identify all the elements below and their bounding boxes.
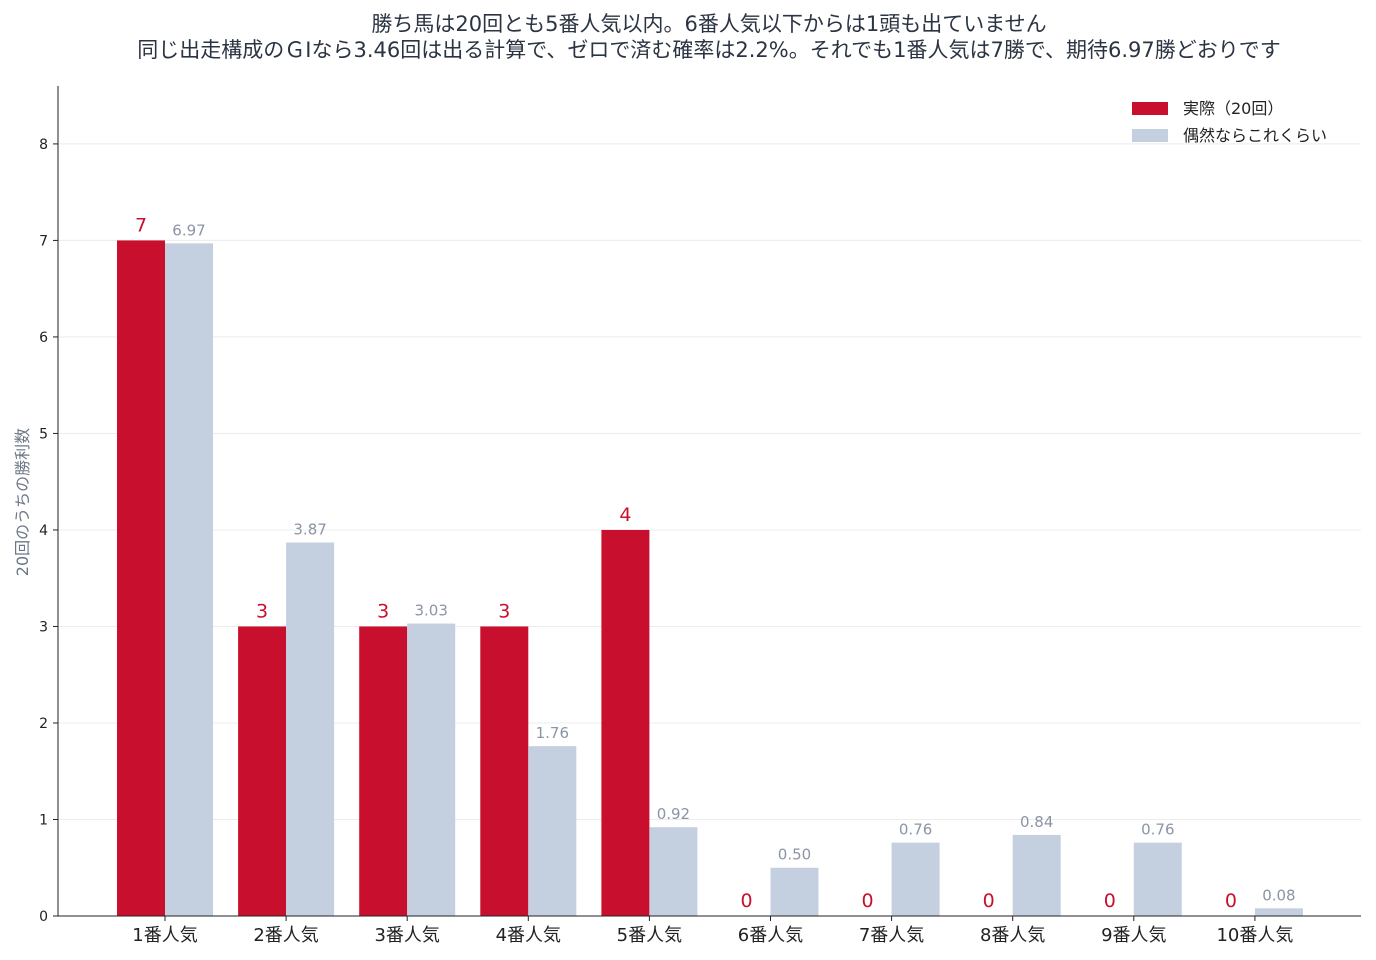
data-label-expected-9: 0.76: [1141, 821, 1174, 839]
data-label-actual-7: 0: [862, 890, 874, 912]
x-tick-label-5: 5番人気: [617, 925, 682, 946]
y-tick-label-2: 2: [39, 716, 48, 732]
data-label-expected-5: 0.92: [657, 805, 690, 823]
bar-actual-2: [238, 626, 287, 916]
data-label-actual-2: 3: [256, 600, 268, 622]
bars: [117, 240, 1303, 917]
bar-labels: 7 6.97 3 3.87 3 3.03 3 1.76 4 0.92 0 0.50 0 0.76 0 0.84…: [135, 214, 1296, 912]
x-tick-label-3: 3番人気: [374, 925, 439, 946]
data-label-expected-4: 1.76: [536, 724, 569, 742]
bar-expected-7: [891, 842, 940, 916]
data-label-actual-5: 4: [619, 504, 631, 526]
bar-expected-2: [286, 542, 335, 916]
data-label-expected-10: 0.08: [1262, 886, 1295, 904]
y-tick-label-8: 8: [39, 137, 48, 153]
data-label-actual-1: 7: [135, 214, 147, 236]
x-tick-label-7: 7番人気: [859, 925, 924, 946]
x-tick-label-9: 9番人気: [1101, 925, 1166, 946]
data-label-expected-7: 0.76: [899, 821, 932, 839]
bar-actual-1: [117, 240, 165, 917]
bar-expected-3: [407, 623, 456, 916]
x-tick-label-4: 4番人気: [496, 925, 561, 946]
chart-title-line-1: 勝ち馬は20回とも5番人気以内。6番人気以下からは1頭も出ていません: [371, 12, 1046, 36]
bar-actual-5: [601, 529, 650, 916]
y-tick-label-6: 6: [39, 330, 48, 346]
data-label-actual-6: 0: [740, 890, 752, 912]
y-axis-label: 20回のうちの勝利数: [13, 428, 32, 576]
x-tick-label-1: 1番人気: [132, 925, 197, 946]
y-tick-label-7: 7: [39, 233, 48, 249]
bar-expected-10: [1254, 908, 1303, 916]
legend-label-actual: 実際（20回）: [1183, 99, 1283, 118]
data-label-actual-10: 0: [1225, 890, 1237, 912]
x-tick-label-10: 10番人気: [1216, 925, 1293, 946]
x-tick-label-2: 2番人気: [253, 925, 318, 946]
x-axis-ticks: 1番人気 2番人気 3番人気 4番人気 5番人気 6番人気 7番人気 8番人気 9番人気 10番人…: [132, 916, 1293, 946]
bar-expected-5: [649, 827, 698, 916]
bar-expected-1: [165, 243, 213, 916]
x-tick-label-8: 8番人気: [980, 925, 1045, 946]
data-label-actual-3: 3: [377, 600, 389, 622]
y-tick-label-3: 3: [39, 619, 48, 635]
data-label-expected-6: 0.50: [778, 846, 811, 864]
bar-expected-4: [528, 746, 577, 916]
y-tick-label-0: 0: [39, 909, 48, 925]
legend-label-expected: 偶然ならこれくらい: [1183, 126, 1327, 145]
y-tick-label-4: 4: [39, 523, 48, 539]
y-tick-label-1: 1: [39, 812, 48, 828]
legend-swatch-expected: [1132, 129, 1168, 142]
bar-actual-3: [359, 626, 408, 916]
data-label-expected-3: 3.03: [414, 602, 447, 620]
bar-actual-4: [480, 626, 529, 916]
bar-expected-6: [770, 867, 819, 916]
chart-title: 勝ち馬は20回とも5番人気以内。6番人気以下からは1頭も出ていません 同じ出走構…: [137, 12, 1280, 62]
y-axis-ticks: 0 1 2 3 4 5 6 7 8: [39, 137, 58, 925]
y-tick-label-5: 5: [39, 426, 48, 442]
legend: 実際（20回） 偶然ならこれくらい: [1132, 99, 1327, 145]
bar-expected-8: [1012, 834, 1061, 916]
x-tick-label-6: 6番人気: [738, 925, 803, 946]
legend-swatch-actual: [1132, 102, 1168, 115]
data-label-expected-2: 3.87: [293, 521, 326, 539]
data-label-expected-1: 6.97: [172, 221, 205, 239]
data-label-actual-8: 0: [983, 890, 995, 912]
data-label-actual-4: 3: [498, 600, 510, 622]
bar-expected-9: [1133, 842, 1182, 916]
chart-title-line-2: 同じ出走構成のＧⅠなら3.46回は出る計算で、ゼロで済む確率は2.2%。それでも…: [137, 38, 1280, 62]
data-label-actual-9: 0: [1104, 890, 1116, 912]
data-label-expected-8: 0.84: [1020, 813, 1053, 831]
